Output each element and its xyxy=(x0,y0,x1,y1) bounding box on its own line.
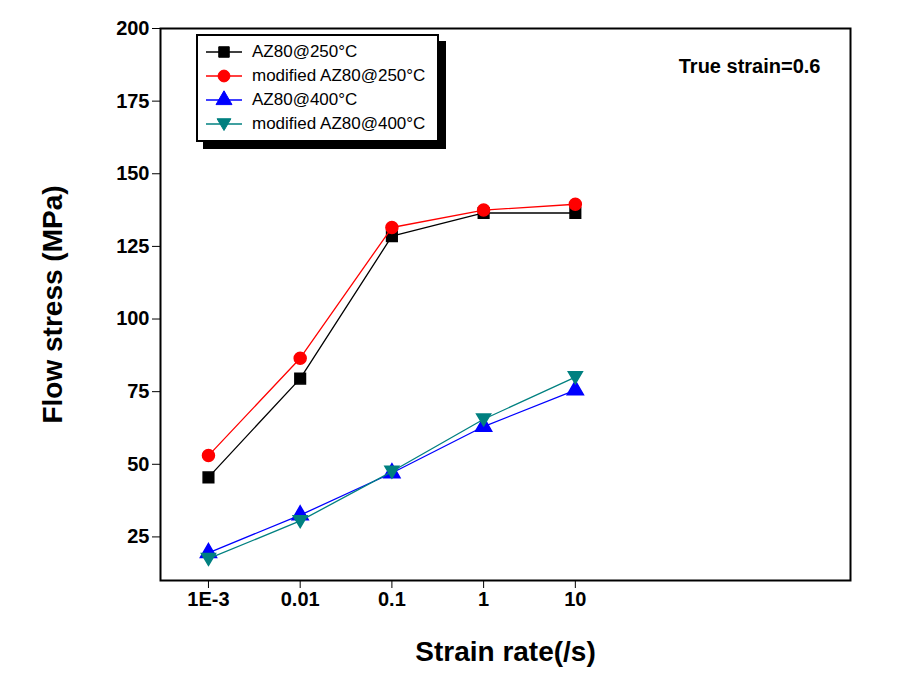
html-text:AZ80@400°C: AZ80@400°C xyxy=(252,90,358,109)
svg-text:75: 75 xyxy=(127,380,149,402)
html-text:AZ80@250°C: AZ80@250°C xyxy=(252,42,358,61)
svg-text:200: 200 xyxy=(116,17,149,39)
svg-text:125: 125 xyxy=(116,235,149,257)
html-text:modified AZ80@400°C: modified AZ80@400°C xyxy=(252,114,426,133)
svg-text:Flow stress (MPa): Flow stress (MPa) xyxy=(37,185,68,423)
svg-text:150: 150 xyxy=(116,162,149,184)
svg-text:10: 10 xyxy=(564,588,586,610)
html-text:modified AZ80@250°C: modified AZ80@250°C xyxy=(252,66,426,85)
svg-text:0.01: 0.01 xyxy=(281,588,320,610)
svg-text:175: 175 xyxy=(116,90,149,112)
svg-text:50: 50 xyxy=(127,453,149,475)
svg-text:Strain rate(/s): Strain rate(/s) xyxy=(415,636,596,667)
svg-text:True strain=0.6: True strain=0.6 xyxy=(679,55,821,77)
svg-text:25: 25 xyxy=(127,525,149,547)
svg-text:100: 100 xyxy=(116,307,149,329)
svg-text:1E-3: 1E-3 xyxy=(187,588,229,610)
svg-text:1: 1 xyxy=(478,588,489,610)
svg-text:0.1: 0.1 xyxy=(378,588,406,610)
